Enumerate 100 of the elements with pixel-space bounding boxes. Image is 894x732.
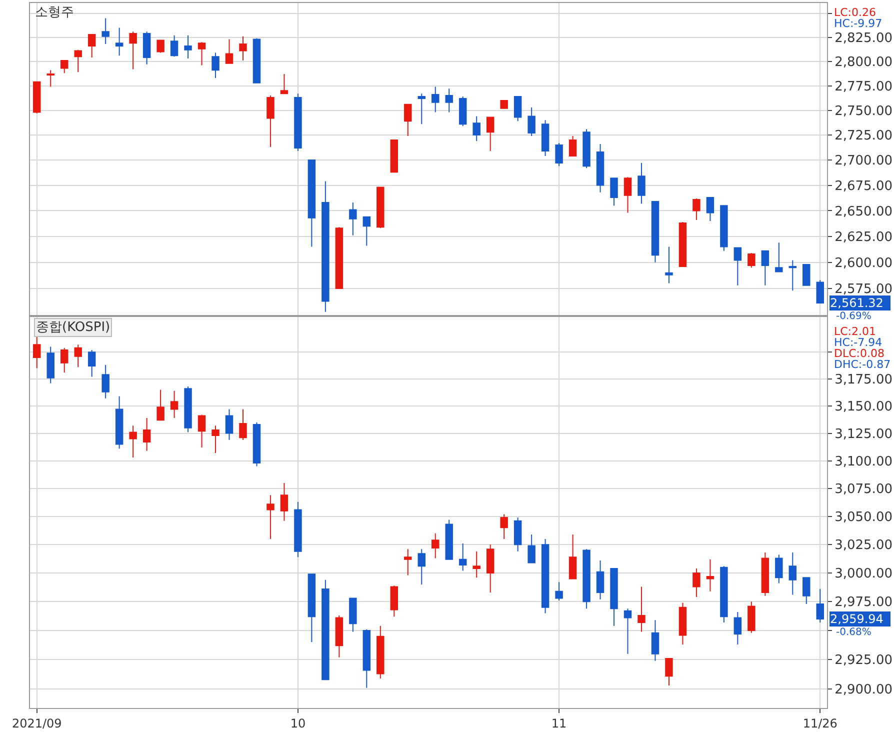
- candlestick: [514, 96, 522, 122]
- candlestick: [362, 628, 371, 688]
- candlestick: [720, 205, 728, 252]
- candlestick: [239, 36, 247, 61]
- y-tick-label: 3,175.00: [834, 372, 892, 388]
- candlestick: [582, 548, 590, 610]
- candlestick: [115, 27, 124, 56]
- x-tick-label: 11/26: [802, 716, 838, 730]
- candlestick: [225, 38, 234, 64]
- candlestick: [46, 70, 54, 88]
- y-tick-label: 3,075.00: [834, 482, 892, 498]
- candlestick: [418, 548, 426, 585]
- y-tick-label: 2,675.00: [834, 178, 892, 194]
- candlestick: [212, 425, 220, 454]
- candlestick: [335, 226, 344, 290]
- candlestick: [198, 414, 206, 448]
- candlestick: [142, 31, 151, 65]
- candlestick: [802, 264, 810, 286]
- candlestick: [432, 86, 440, 113]
- candlestick: [404, 548, 412, 576]
- candlestick: [129, 425, 137, 458]
- y-tick-label: 2,825.00: [834, 30, 892, 46]
- text: 2,959.94: [830, 612, 884, 626]
- y-tick-label: 2,925.00: [834, 653, 892, 668]
- y-tick-label: 2,600.00: [834, 256, 892, 271]
- candlestick: [692, 198, 700, 220]
- candlestick: [376, 186, 384, 229]
- candlestick: [266, 494, 274, 540]
- candlestick: [665, 658, 673, 686]
- y-tick-label: 2,900.00: [834, 682, 892, 698]
- candlestick: [156, 40, 164, 54]
- candlestick: [252, 422, 261, 467]
- candlestick: [322, 180, 330, 312]
- text: -0.68%: [836, 627, 872, 638]
- candlestick: [74, 344, 82, 368]
- text: -0.69%: [836, 311, 872, 322]
- candlestick: [596, 144, 604, 193]
- y-tick-label: 3,000.00: [834, 566, 892, 582]
- candlestick: [102, 18, 110, 45]
- candlestick: [651, 620, 660, 662]
- candlestick: [404, 104, 412, 137]
- candlestick: [184, 386, 192, 433]
- candlestick: [748, 601, 756, 634]
- candlestick: [308, 574, 316, 643]
- candlestick: [761, 250, 770, 286]
- candlestick: [46, 346, 54, 384]
- candlestick: [624, 176, 632, 214]
- candlestick: [445, 88, 453, 113]
- candlestick: [418, 93, 426, 125]
- candlestick: [500, 100, 508, 109]
- y-tick-label: 2,700.00: [834, 154, 892, 169]
- candlestick: [692, 568, 700, 598]
- candlestick: [33, 81, 41, 114]
- candlestick: [170, 34, 178, 58]
- y-tick-label: 2,750.00: [834, 104, 892, 119]
- candlestick: [102, 364, 110, 399]
- text: HC:-9.97: [834, 17, 882, 30]
- y-tick-label: 2,625.00: [834, 230, 892, 245]
- candlestick: [678, 222, 687, 268]
- candlestick: [610, 568, 618, 626]
- candlestick: [610, 178, 618, 206]
- candlestick: [500, 514, 508, 540]
- y-tick-label: 2,725.00: [834, 128, 892, 144]
- candlestick: [541, 120, 550, 157]
- text: LC:2.01: [834, 325, 876, 338]
- candlestick: [390, 140, 398, 173]
- candlestick: [788, 260, 797, 292]
- candlestick: [706, 196, 714, 222]
- y-tick-label: 3,125.00: [834, 426, 892, 442]
- candlestick: [816, 280, 824, 304]
- candlestick: [555, 582, 563, 602]
- candlestick: [266, 95, 274, 148]
- candlestick: [74, 49, 82, 73]
- y-tick-label: 3,150.00: [834, 400, 892, 415]
- candlestick: [748, 252, 756, 268]
- candlestick: [362, 216, 371, 246]
- candlestick: [458, 542, 467, 572]
- candlestick: [514, 517, 522, 552]
- candlestick: [596, 560, 604, 600]
- candlestick: [568, 534, 577, 580]
- candlestick: [252, 38, 261, 84]
- candlestick: [198, 42, 206, 66]
- candlestick: [294, 93, 302, 152]
- candlestick: [665, 246, 673, 284]
- y-tick-label: 3,100.00: [834, 454, 892, 470]
- candlestick: [115, 396, 124, 450]
- text: LC:0.26: [834, 6, 876, 19]
- candlestick: [568, 136, 577, 157]
- candlestick: [322, 579, 330, 680]
- candlestick: [225, 408, 234, 440]
- candlestick: [624, 608, 632, 654]
- candlestick: [472, 116, 480, 142]
- candlestick: [651, 201, 660, 263]
- candlestick: [816, 588, 824, 623]
- candlestick: [376, 625, 384, 679]
- candlestick: [706, 558, 714, 592]
- candlestick: [486, 544, 494, 593]
- y-tick-label: 2,650.00: [834, 204, 892, 220]
- chart-title: 소형주: [35, 5, 74, 20]
- candlestick: [678, 602, 687, 645]
